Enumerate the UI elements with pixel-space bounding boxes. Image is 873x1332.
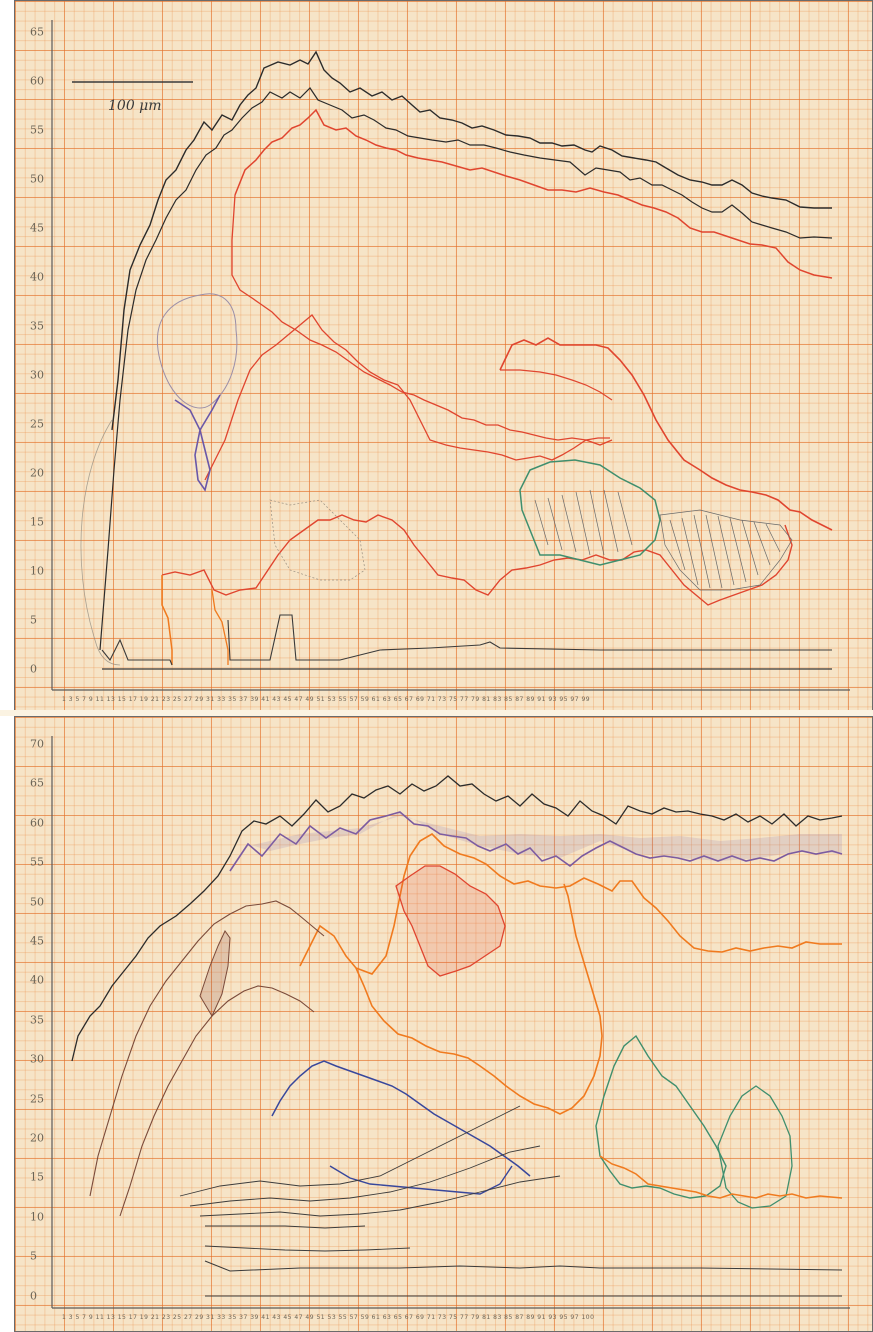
y-tick-label: 5: [30, 613, 37, 627]
y-tick-label: 0: [30, 662, 37, 676]
orange-lower-line: [599, 1155, 843, 1199]
y-tick-label: 55: [30, 123, 44, 137]
y-tick-label: 65: [30, 776, 44, 790]
top-red-line: [234, 108, 833, 279]
y-tick-label: 25: [30, 417, 44, 431]
y-tick-label: 40: [30, 270, 44, 284]
hatching-green: [534, 489, 633, 556]
baseline-middle: [227, 614, 832, 661]
y-tick-label: 50: [30, 895, 44, 909]
major-grid: [15, 717, 872, 1331]
top-drawing: [51, 20, 850, 691]
baseline-left: [101, 638, 173, 666]
pencil-bundle: [179, 1105, 561, 1252]
y-tick-label: 35: [30, 1013, 44, 1027]
y-tick-label: 5: [30, 1249, 37, 1263]
y-tick-label: 65: [30, 25, 44, 39]
y-tick-label: 20: [30, 466, 44, 480]
sheet-separator: [0, 710, 873, 716]
orange-segment-a: [161, 575, 173, 665]
graph-paper: [14, 716, 873, 1332]
brown-hatched-region: [199, 930, 231, 1018]
y-tick-label: 60: [30, 74, 44, 88]
red-right-inner: [500, 369, 613, 401]
y-tick-label: 45: [30, 934, 44, 948]
y-tick-label: 55: [30, 855, 44, 869]
hatching-right: [669, 514, 781, 589]
red-right-upper: [499, 337, 833, 531]
top-x-axis-labels: 1 3 5 7 9 11 13 15 17 19 21 23 25 27 29 …: [62, 696, 591, 703]
brown-contour-b: [119, 985, 315, 1217]
bottom-graph-sheet: 70 65 60 55 50 45 40 35 30 25 20 15 10 5 0: [0, 716, 873, 1332]
red-lower-contour: [161, 514, 793, 606]
dotted-region: [269, 499, 366, 581]
y-tick-label: 70: [30, 737, 44, 751]
brown-contour-a: [89, 900, 325, 1197]
purple-loop: [174, 394, 221, 492]
red-contour-a: [231, 194, 610, 441]
purple-band: [229, 811, 843, 872]
y-tick-label: 10: [30, 564, 44, 578]
y-tick-label: 45: [30, 221, 44, 235]
green-region: [519, 459, 661, 566]
y-tick-label: 60: [30, 816, 44, 830]
second-pencil-line: [99, 87, 833, 651]
scale-bar-label: 100 μm: [108, 98, 162, 114]
red-contour-b: [204, 314, 613, 481]
bottom-baseline-a: [204, 1260, 843, 1272]
bottom-x-axis-labels: 1 3 5 7 9 11 13 15 17 19 21 23 25 27 29 …: [62, 1314, 595, 1321]
top-graph-sheet: 65 60 55 50 45 40 35 30 25 20 15 10 5 0: [14, 0, 873, 716]
bottom-outer-pencil: [71, 775, 843, 1062]
green-region-b: [717, 1085, 793, 1209]
faint-outline: [80, 419, 121, 666]
red-shaded-region: [395, 865, 506, 977]
blue-contour: [271, 1060, 531, 1177]
hatched-region-right: [659, 509, 793, 591]
y-tick-label: 10: [30, 1210, 44, 1224]
outer-pencil-line: [111, 50, 832, 431]
orange-upper-line: [299, 832, 842, 975]
blue-contour-lower: [329, 1165, 513, 1195]
orange-segment-b: [211, 589, 229, 665]
y-tick-label: 30: [30, 368, 44, 382]
y-tick-label: 40: [30, 973, 44, 987]
orange-loop: [355, 883, 603, 1115]
pencil-ellipse: [156, 293, 238, 409]
y-tick-label: 25: [30, 1092, 44, 1106]
y-tick-label: 35: [30, 319, 44, 333]
y-tick-label: 30: [30, 1052, 44, 1066]
purple-band-fill: [230, 812, 842, 871]
y-tick-label: 20: [30, 1131, 44, 1145]
green-region-a: [595, 1034, 727, 1199]
bottom-drawing: [51, 736, 850, 1309]
y-tick-label: 15: [30, 515, 44, 529]
y-tick-label: 15: [30, 1170, 44, 1184]
y-tick-label: 0: [30, 1289, 37, 1303]
y-tick-label: 50: [30, 172, 44, 186]
